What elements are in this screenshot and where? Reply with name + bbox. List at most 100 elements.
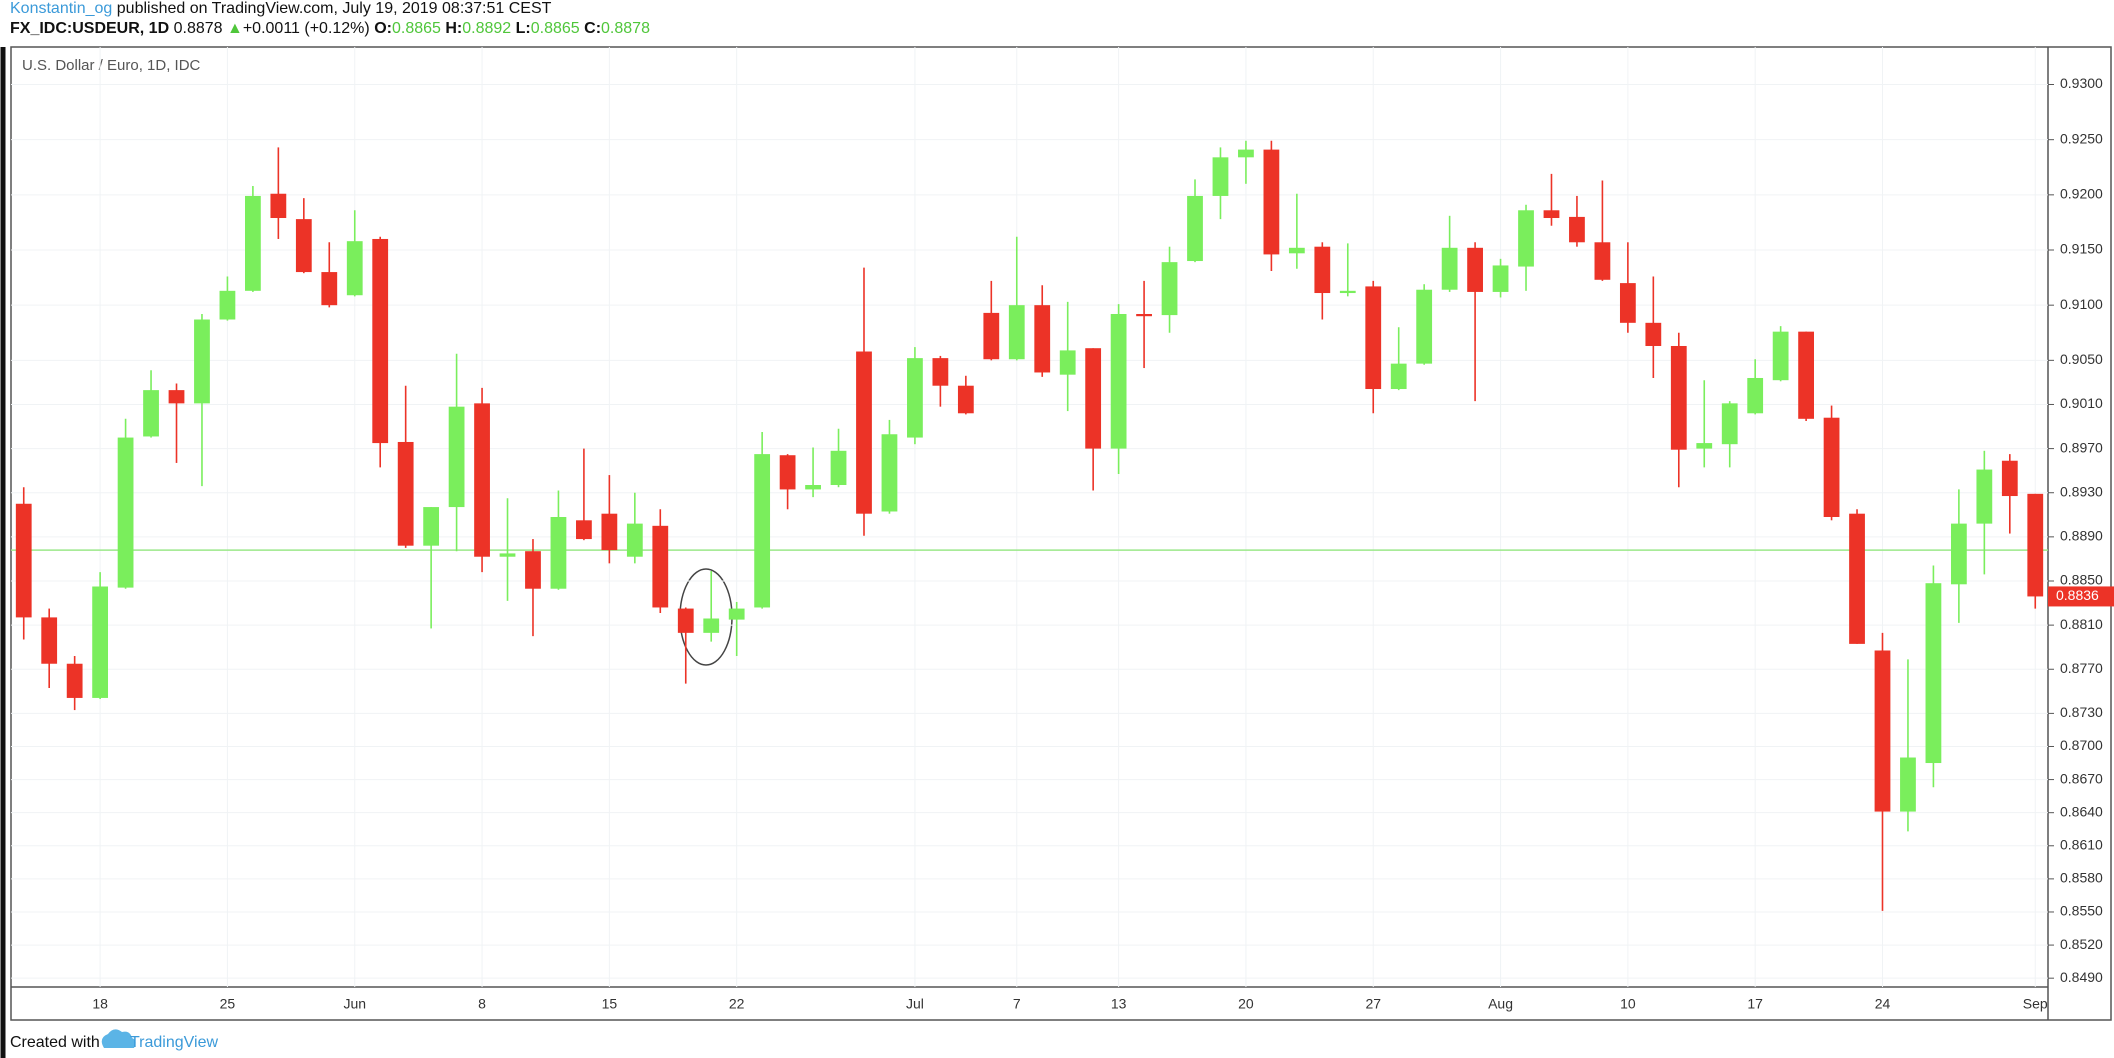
y-tick-label: 0.8520: [2060, 936, 2103, 952]
candle-body: [1314, 246, 1331, 294]
candle-body: [321, 272, 338, 306]
candle-body: [550, 517, 567, 589]
y-tick-label: 0.8810: [2060, 616, 2103, 632]
x-tick-label: 18: [92, 996, 108, 1012]
candle-body: [983, 312, 1000, 360]
candle-body: [1110, 313, 1127, 449]
c-value: 0.8878: [601, 20, 650, 37]
candle-body: [626, 523, 643, 557]
candle-body: [754, 454, 771, 608]
y-tick-label: 0.8770: [2060, 660, 2103, 676]
candle-body: [397, 441, 414, 546]
y-tick-label: 0.8550: [2060, 903, 2103, 919]
candle-body: [1212, 157, 1229, 196]
o-label: O:: [374, 20, 392, 37]
x-tick-label: 10: [1620, 996, 1636, 1012]
y-tick-label: 0.9100: [2060, 296, 2103, 312]
candle-body: [1441, 247, 1458, 290]
candle-body: [1034, 305, 1051, 373]
candle-body: [448, 406, 465, 508]
logo: [101, 1029, 136, 1048]
candle-body: [15, 503, 32, 618]
candle-body: [652, 525, 669, 608]
chart-title: U.S. Dollar / Euro, 1D, IDC: [22, 57, 201, 74]
candle-body: [194, 319, 210, 404]
x-tick-label: 8: [478, 996, 486, 1012]
change: +0.0011 (+0.12%): [242, 20, 370, 37]
candle-body: [117, 437, 134, 588]
y-tick-label: 0.8700: [2060, 737, 2103, 753]
candle-body: [1772, 331, 1789, 381]
candle-body: [474, 403, 490, 557]
candle-body: [92, 586, 109, 698]
candle-body: [295, 219, 312, 273]
candle-body: [219, 290, 236, 320]
candle-body: [1008, 305, 1025, 360]
quote-line: FX_IDC:USDEUR, 1D 0.8878 ▲+0.0011 (+0.12…: [10, 20, 650, 38]
candle-body: [1467, 247, 1483, 292]
l-label: L:: [515, 20, 531, 37]
candle-body: [346, 241, 363, 296]
y-tick-label: 0.8490: [2060, 969, 2103, 985]
candle-body: [932, 358, 949, 386]
x-tick-label: 24: [1875, 996, 1891, 1012]
y-tick-label: 0.8970: [2060, 439, 2103, 455]
candle-body: [1849, 513, 1865, 644]
candle-body: [2001, 460, 2018, 497]
candle-body: [168, 390, 185, 404]
created-with: Created with: [10, 1034, 100, 1051]
candle-body: [1645, 322, 1662, 346]
x-tick-label: Sep: [2023, 996, 2048, 1012]
y-tick-label: 0.9150: [2060, 241, 2103, 257]
candle-body: [1543, 210, 1560, 219]
last-price-box: [2048, 586, 2114, 607]
candle-body: [830, 450, 847, 486]
candle-body: [1976, 469, 1993, 524]
candle-body: [1747, 377, 1764, 414]
candle-body: [576, 520, 592, 540]
last-price-label: 0.8836: [2056, 587, 2099, 603]
candle-body: [1670, 345, 1687, 450]
candle-body: [1619, 283, 1636, 323]
candle-body: [1925, 583, 1942, 764]
candle-body: [525, 551, 541, 589]
publish-line: Konstantin_og published on TradingView.c…: [10, 0, 551, 18]
candle-body: [1874, 650, 1891, 812]
x-tick-label: Jun: [343, 996, 366, 1012]
o-value: 0.8865: [391, 20, 441, 37]
candle-body: [1187, 195, 1203, 262]
brand[interactable]: TradingView: [130, 1034, 218, 1051]
author[interactable]: Konstantin_og: [10, 0, 113, 17]
change-arrow: ▲: [226, 20, 243, 37]
candle-body: [1365, 286, 1382, 390]
x-tick-label: 25: [220, 996, 236, 1012]
candle-body: [1263, 149, 1280, 255]
y-tick-label: 0.8640: [2060, 803, 2103, 819]
x-tick-label: 7: [1013, 996, 1021, 1012]
candle-body: [66, 663, 83, 698]
x-tick-label: 22: [729, 996, 745, 1012]
candle-body: [1518, 210, 1534, 267]
y-tick-label: 0.9010: [2060, 395, 2103, 411]
candle-body: [957, 385, 974, 414]
published: published on TradingView.com, July 19, 2…: [116, 0, 552, 17]
y-tick-label: 0.9250: [2060, 130, 2103, 146]
candle-body: [1696, 443, 1713, 449]
candle-body: [1085, 348, 1102, 449]
candle-body: [1594, 242, 1611, 280]
y-tick-label: 0.8890: [2060, 528, 2103, 544]
candle-body: [1059, 350, 1076, 375]
x-tick-label: 17: [1747, 996, 1763, 1012]
candle-body: [372, 238, 389, 444]
l-value: 0.8865: [530, 20, 580, 37]
h-value: 0.8892: [462, 20, 512, 37]
candle-body: [703, 618, 720, 633]
candle-body: [270, 193, 287, 219]
x-tick-label: Jul: [906, 996, 924, 1012]
y-tick-label: 0.8670: [2060, 770, 2103, 786]
h-label: H:: [445, 20, 463, 37]
candle-body: [1416, 289, 1433, 364]
candle-body: [805, 485, 821, 490]
candle-body: [907, 358, 923, 438]
